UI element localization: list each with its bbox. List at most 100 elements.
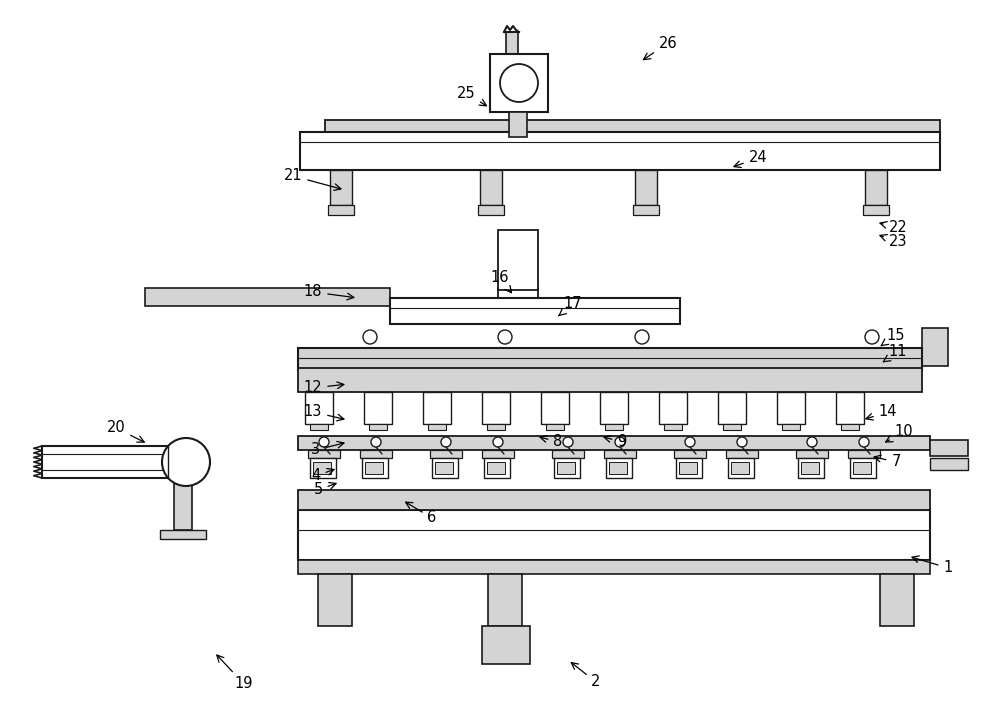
Text: 9: 9 xyxy=(604,434,627,449)
Bar xyxy=(609,462,627,474)
Bar xyxy=(552,450,584,458)
Bar xyxy=(880,574,914,626)
Bar xyxy=(836,392,864,424)
Text: 23: 23 xyxy=(880,234,907,249)
Bar xyxy=(848,450,880,458)
Circle shape xyxy=(737,437,747,447)
Bar xyxy=(541,392,569,424)
Bar xyxy=(482,450,514,458)
Bar xyxy=(360,450,392,458)
Bar xyxy=(600,392,628,424)
Text: 21: 21 xyxy=(284,169,341,190)
Bar xyxy=(145,288,390,306)
Bar xyxy=(731,462,749,474)
Bar xyxy=(841,424,859,430)
Text: 22: 22 xyxy=(880,221,907,236)
Text: 8: 8 xyxy=(540,434,563,449)
Bar xyxy=(298,368,922,392)
Bar xyxy=(865,170,887,205)
Bar xyxy=(635,170,657,205)
Circle shape xyxy=(807,437,817,447)
Text: 2: 2 xyxy=(571,663,601,689)
Circle shape xyxy=(500,64,538,102)
Text: 16: 16 xyxy=(491,271,511,293)
Bar xyxy=(850,458,876,478)
Bar xyxy=(365,462,383,474)
Bar xyxy=(308,450,340,458)
Bar xyxy=(723,424,741,430)
Bar xyxy=(390,298,680,324)
Bar xyxy=(362,458,388,478)
Text: 18: 18 xyxy=(304,285,354,300)
Bar xyxy=(428,424,446,430)
Bar xyxy=(798,458,824,478)
Text: 25: 25 xyxy=(457,85,486,106)
Circle shape xyxy=(441,437,451,447)
Circle shape xyxy=(865,330,879,344)
Bar xyxy=(160,530,206,539)
Bar xyxy=(554,458,580,478)
Bar xyxy=(557,462,575,474)
Circle shape xyxy=(371,437,381,447)
Text: 11: 11 xyxy=(883,345,907,362)
Circle shape xyxy=(615,437,625,447)
Bar xyxy=(676,458,702,478)
Bar xyxy=(605,424,623,430)
Bar xyxy=(305,392,333,424)
Bar xyxy=(604,450,636,458)
Bar xyxy=(782,424,800,430)
Bar xyxy=(328,205,354,215)
Bar xyxy=(478,205,504,215)
Bar xyxy=(430,450,462,458)
Text: 24: 24 xyxy=(734,150,767,167)
Bar xyxy=(174,478,192,530)
Circle shape xyxy=(498,330,512,344)
Bar xyxy=(364,392,392,424)
Bar xyxy=(930,440,968,456)
Text: 4: 4 xyxy=(311,468,334,483)
Bar xyxy=(863,205,889,215)
Text: 1: 1 xyxy=(912,556,953,575)
Bar xyxy=(298,436,930,450)
Bar xyxy=(487,462,505,474)
Bar xyxy=(498,230,538,290)
Bar xyxy=(298,510,930,560)
Bar xyxy=(777,392,805,424)
Bar xyxy=(432,458,458,478)
Bar xyxy=(298,490,930,510)
Bar xyxy=(728,458,754,478)
Bar xyxy=(369,424,387,430)
Text: 12: 12 xyxy=(304,380,344,395)
Bar xyxy=(480,170,502,205)
Bar xyxy=(435,462,453,474)
Bar xyxy=(318,574,352,626)
Bar xyxy=(310,458,336,478)
Bar xyxy=(664,424,682,430)
Bar xyxy=(606,458,632,478)
Bar xyxy=(325,120,940,134)
Text: 10: 10 xyxy=(886,424,913,442)
Bar xyxy=(546,424,564,430)
Bar xyxy=(853,462,871,474)
Bar xyxy=(42,446,197,478)
Text: 19: 19 xyxy=(217,655,253,691)
Bar xyxy=(659,392,687,424)
Bar xyxy=(330,170,352,205)
Bar xyxy=(509,112,527,137)
Bar xyxy=(487,424,505,430)
Bar xyxy=(482,626,530,664)
Circle shape xyxy=(859,437,869,447)
Bar xyxy=(310,424,328,430)
Circle shape xyxy=(635,330,649,344)
Bar xyxy=(930,458,968,470)
Bar xyxy=(674,450,706,458)
Circle shape xyxy=(319,437,329,447)
Text: 17: 17 xyxy=(559,296,582,316)
Circle shape xyxy=(363,330,377,344)
Circle shape xyxy=(493,437,503,447)
Bar xyxy=(679,462,697,474)
Bar xyxy=(490,54,548,112)
Text: 6: 6 xyxy=(406,502,437,525)
Bar xyxy=(488,574,522,626)
Bar xyxy=(482,392,510,424)
